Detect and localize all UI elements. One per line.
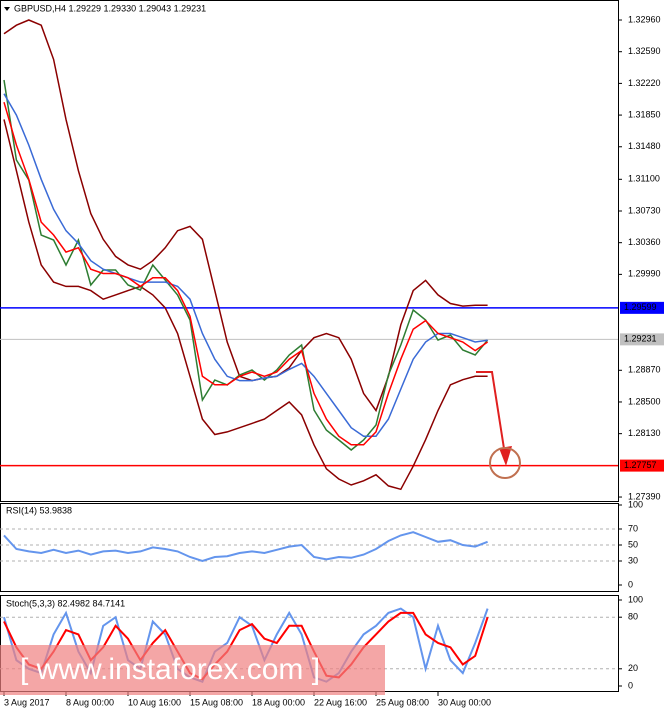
series-line xyxy=(3,531,488,563)
y-tick-label: 1.32220 xyxy=(628,78,661,88)
y-tick-label: 1.29990 xyxy=(628,269,661,279)
y-tick-label: 0 xyxy=(628,680,633,690)
target-circle xyxy=(489,447,521,479)
x-tick-label: 10 Aug 16:00 xyxy=(128,697,181,707)
price-label-box xyxy=(620,333,664,346)
y-tick-label: 1.31100 xyxy=(628,174,660,184)
chart-title: GBPUSD,H4 1.29229 1.29330 1.29043 1.2923… xyxy=(14,3,206,13)
arrow xyxy=(476,371,506,456)
x-tick-label: 8 Aug 00:00 xyxy=(66,697,114,707)
x-tick-label: 3 Aug 2017 xyxy=(4,697,50,707)
menu-icon xyxy=(4,7,10,11)
plot-layer: 1.32960 1.32590 1.32220 1.31850 1.31480 1.311… xyxy=(0,14,664,707)
watermark-band xyxy=(0,645,385,695)
x-tick-label: 15 Aug 08:00 xyxy=(190,697,243,707)
rsi-panel xyxy=(0,503,619,592)
series-line xyxy=(3,19,488,413)
price-panel xyxy=(0,0,619,502)
x-tick-label: 18 Aug 00:00 xyxy=(252,697,305,707)
y-tick-label: 100 xyxy=(628,594,643,604)
y-tick-label: 1.28130 xyxy=(628,428,661,438)
y-tick-label: 1.31850 xyxy=(628,109,661,119)
y-tick-label: 100 xyxy=(628,499,643,509)
series-line xyxy=(3,119,488,491)
x-tick-label: 30 Aug 00:00 xyxy=(438,697,491,707)
series-line xyxy=(3,101,489,446)
y-tick-label: 80 xyxy=(628,612,638,622)
price-label: 1.27757 xyxy=(624,460,657,470)
y-tick-label: 70 xyxy=(628,523,638,533)
stoch-title: Stoch(5,3,3) 82.4982 84.7141 xyxy=(6,598,125,608)
y-tick-label: 30 xyxy=(628,555,638,565)
y-tick-label: 1.31480 xyxy=(628,141,661,151)
y-tick-label: 1.32960 xyxy=(628,14,661,24)
series-line xyxy=(3,93,488,437)
y-tick-label: 0 xyxy=(628,579,633,589)
y-tick-label: 20 xyxy=(628,663,638,673)
watermark: [ www.instaforex.com ] xyxy=(20,653,320,686)
y-tick-label: 1.27390 xyxy=(628,491,661,501)
y-tick-label: 50 xyxy=(628,539,638,549)
price-label-box xyxy=(620,459,664,472)
series-line xyxy=(3,79,489,451)
y-tick-label: 1.30360 xyxy=(628,237,661,247)
arrow-head xyxy=(499,446,512,466)
y-tick-label: 1.28870 xyxy=(628,365,661,375)
price-label: 1.29599 xyxy=(624,302,657,312)
price-label-box xyxy=(620,301,664,314)
rsi-title: RSI(14) 53.9838 xyxy=(6,505,72,515)
x-tick-label: 25 Aug 08:00 xyxy=(376,697,429,707)
y-tick-label: 1.30730 xyxy=(628,205,661,215)
x-tick-label: 22 Aug 16:00 xyxy=(314,697,367,707)
y-tick-label: 1.32590 xyxy=(628,46,661,56)
price-label: 1.29231 xyxy=(624,334,657,344)
y-tick-label: 1.28500 xyxy=(628,396,661,406)
